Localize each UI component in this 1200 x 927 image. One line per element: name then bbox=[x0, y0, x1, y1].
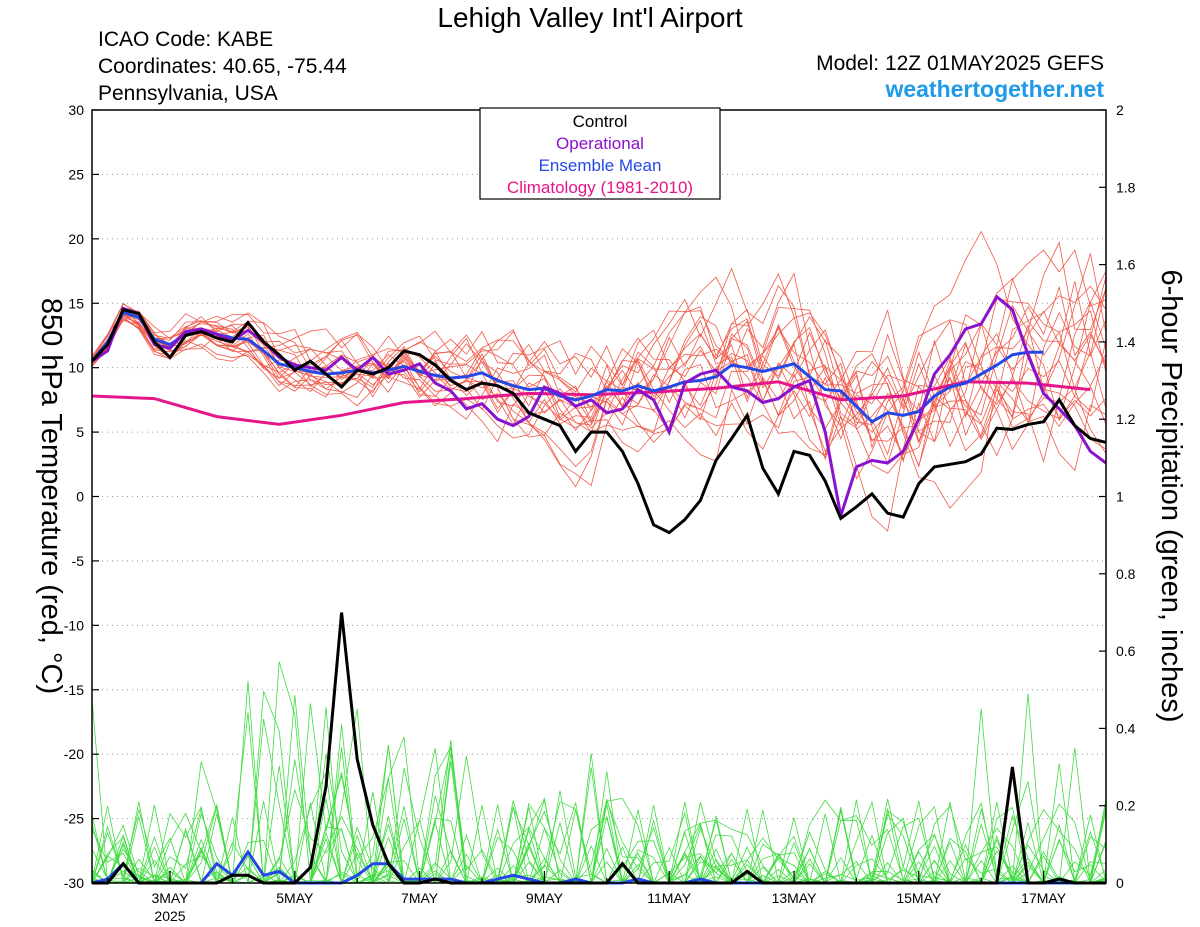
x-tick-label: 5MAY bbox=[276, 890, 314, 906]
precip-member-19 bbox=[91, 736, 1107, 885]
precip-member-3 bbox=[92, 753, 1107, 884]
left-tick-label: 30 bbox=[68, 102, 84, 118]
right-tick-label: 1 bbox=[1116, 489, 1124, 505]
legend-ensemble-mean: Ensemble Mean bbox=[539, 156, 662, 175]
right-tick-label: 1.8 bbox=[1116, 179, 1136, 195]
legend: Control Operational Ensemble Mean Climat… bbox=[479, 107, 721, 200]
x-tick-label: 13MAY bbox=[772, 890, 818, 906]
series-layer bbox=[90, 230, 1107, 885]
temp-control-line bbox=[90, 307, 1107, 535]
x-tick-label: 17MAY bbox=[1021, 890, 1067, 906]
right-tick-label: 1.6 bbox=[1116, 257, 1136, 273]
legend-control: Control bbox=[573, 112, 628, 131]
precip-member-17 bbox=[91, 691, 1107, 884]
x-tick-year-label: 2025 bbox=[154, 908, 185, 924]
right-tick-label: 0 bbox=[1116, 875, 1124, 891]
temp-member-9 bbox=[91, 316, 1107, 466]
temp-member-1 bbox=[91, 308, 1107, 442]
left-tick-label: 5 bbox=[76, 424, 84, 440]
x-tick-label: 11MAY bbox=[647, 890, 691, 906]
legend-climatology: Climatology (1981-2010) bbox=[507, 178, 693, 197]
right-tick-label: 0.4 bbox=[1116, 720, 1136, 736]
x-tick-label: 9MAY bbox=[526, 890, 564, 906]
website-link[interactable]: weathertogether.net bbox=[885, 76, 1104, 102]
temp-member-15 bbox=[91, 317, 1107, 509]
right-tick-label: 1.4 bbox=[1116, 334, 1136, 350]
legend-operational: Operational bbox=[556, 134, 644, 153]
left-tick-label: 0 bbox=[76, 489, 84, 505]
x-tick-label: 15MAY bbox=[896, 890, 942, 906]
left-tick-label: 25 bbox=[68, 166, 84, 182]
plot-frame bbox=[91, 109, 1107, 884]
chart-title: Lehigh Valley Int'l Airport bbox=[437, 2, 743, 33]
grid bbox=[92, 109, 1106, 884]
right-axis-label: 6-hour Precipitation (green, inches) bbox=[1155, 270, 1187, 723]
left-tick-label: -15 bbox=[64, 682, 84, 698]
temp-member-11 bbox=[91, 272, 1107, 468]
right-tick-label: 0.8 bbox=[1116, 566, 1136, 582]
temp-member-17 bbox=[91, 277, 1107, 467]
left-tick-label: -10 bbox=[64, 617, 84, 633]
precip-member-16 bbox=[91, 745, 1107, 885]
left-tick-label: 15 bbox=[68, 295, 84, 311]
icao-code: ICAO Code: KABE bbox=[98, 28, 274, 51]
temp-member-2 bbox=[91, 312, 1107, 457]
left-tick-label: 10 bbox=[68, 360, 84, 376]
left-tick-label: -5 bbox=[72, 553, 85, 569]
right-tick-label: 2 bbox=[1116, 102, 1124, 118]
left-tick-label: 20 bbox=[68, 231, 84, 247]
precip-member-13 bbox=[91, 693, 1107, 885]
right-tick-label: 1.2 bbox=[1116, 411, 1136, 427]
model-run: Model: 12Z 01MAY2025 GEFS bbox=[816, 52, 1104, 75]
region: Pennsylvania, USA bbox=[98, 82, 278, 105]
right-tick-label: 0.2 bbox=[1116, 798, 1136, 814]
left-tick-label: -20 bbox=[64, 746, 84, 762]
left-tick-label: -25 bbox=[64, 811, 84, 827]
left-tick-label: -30 bbox=[64, 875, 84, 891]
coordinates: Coordinates: 40.65, -75.44 bbox=[98, 55, 347, 78]
legend-box bbox=[479, 107, 721, 200]
x-tick-label: 3MAY bbox=[151, 890, 189, 906]
temp-member-14 bbox=[91, 306, 1107, 451]
x-tick-label: 7MAY bbox=[401, 890, 439, 906]
axis-ticks: 302520151050-5-10-15-20-25-3021.81.61.41… bbox=[64, 102, 1136, 924]
right-tick-label: 0.6 bbox=[1116, 643, 1136, 659]
left-axis-label: 850 hPa Temperature (red, °C) bbox=[35, 298, 67, 694]
climatology-line bbox=[91, 380, 1091, 426]
